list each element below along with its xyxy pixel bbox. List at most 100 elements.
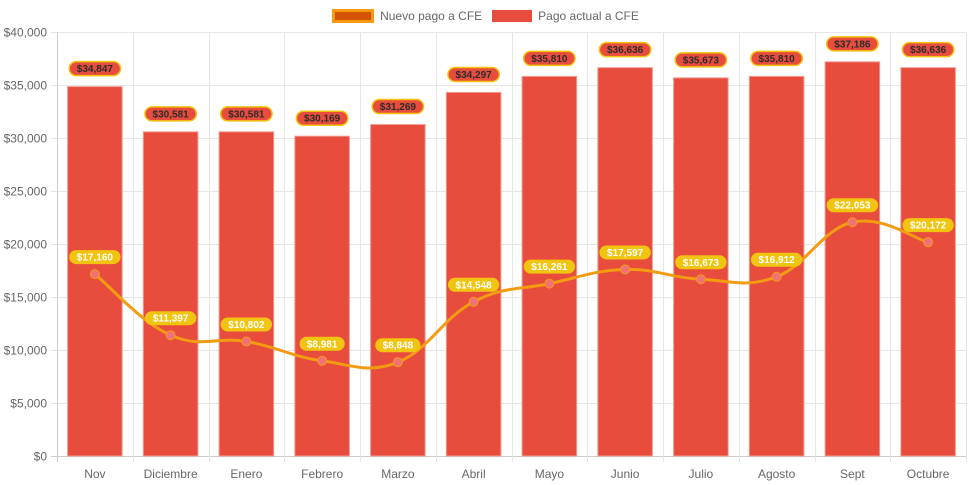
bar-data-label-bg xyxy=(371,98,425,115)
line-data-label: $22,053 xyxy=(834,201,871,212)
bar-data-label-bg xyxy=(68,60,122,77)
line-data-label-bg xyxy=(523,259,576,274)
bar-data-label: $30,581 xyxy=(228,109,265,120)
line-data-label: $8,848 xyxy=(383,341,414,352)
line-point xyxy=(923,237,934,248)
bar-series xyxy=(67,61,956,457)
axes: $0 $5,000 $10,000 $15,000 $20,000 $25,000 $30,… xyxy=(4,26,950,482)
bar-data-label: $37,186 xyxy=(834,39,871,50)
line-data-label-bg xyxy=(826,198,879,213)
line-data-label-bg xyxy=(447,277,500,292)
line-point xyxy=(241,336,252,347)
bar-data-label-bg xyxy=(598,41,652,58)
x-tick-label: Octubre xyxy=(907,467,950,481)
line-data-label: $10,802 xyxy=(228,320,265,331)
line-data-label-bg xyxy=(750,252,803,267)
line-point xyxy=(89,269,100,280)
line-data-label: $11,397 xyxy=(153,314,189,325)
line-data-label: $14,548 xyxy=(456,280,493,291)
y-tick-label: $0 xyxy=(34,450,48,464)
legend-label: Pago actual a CFE xyxy=(538,9,639,23)
line-point xyxy=(847,217,858,228)
bar-data-label: $36,636 xyxy=(607,45,644,56)
bar xyxy=(900,67,956,457)
x-tick-label: Marzo xyxy=(381,467,415,481)
line-data-label-bg xyxy=(69,250,121,265)
line-series xyxy=(89,217,934,370)
x-tick-label: Enero xyxy=(230,467,262,481)
bar xyxy=(142,131,199,457)
legend-swatch-bar xyxy=(492,10,533,22)
bar-data-label-bg xyxy=(144,106,198,122)
y-tick-label: $30,000 xyxy=(4,132,48,146)
chart-legend: Nuevo pago a CFE Pago actual a CFE xyxy=(0,6,971,26)
bar-data-label-bg xyxy=(750,50,804,67)
y-tick-label: $40,000 xyxy=(4,26,48,40)
bar-data-label: $30,169 xyxy=(304,114,341,125)
bar-data-label-bg xyxy=(901,41,955,58)
line-data-label-bg xyxy=(144,311,197,326)
line-point xyxy=(468,296,479,307)
x-tick-label: Diciembre xyxy=(144,467,198,481)
x-tick-label: Julio xyxy=(689,467,714,481)
y-tick-label: $10,000 xyxy=(4,344,48,358)
bar xyxy=(294,135,350,457)
y-tick-label: $25,000 xyxy=(4,185,48,199)
legend-swatch-line xyxy=(332,9,375,23)
line-data-label: $16,261 xyxy=(531,262,568,273)
x-tick-label: Abril xyxy=(462,467,486,481)
line-data-label-bg xyxy=(902,218,954,233)
line-data-label-bg xyxy=(599,245,651,260)
line-point xyxy=(317,355,328,366)
bar xyxy=(824,61,881,457)
legend-item-nuevo-pago[interactable]: Nuevo pago a CFE xyxy=(332,9,482,23)
line-data-label: $16,673 xyxy=(683,258,720,269)
legend-item-pago-actual[interactable]: Pago actual a CFE xyxy=(492,9,639,23)
line-data-label: $16,912 xyxy=(759,255,796,266)
bar-data-label-bg xyxy=(219,106,273,122)
bar-data-label-bg xyxy=(825,36,879,52)
line-data-label: $20,172 xyxy=(910,221,947,232)
bar-data-label: $35,810 xyxy=(759,54,796,65)
line-data-label-bg xyxy=(675,255,727,270)
x-tick-label: Nov xyxy=(84,467,105,481)
line-data-label-bg xyxy=(220,317,273,332)
x-tick-label: Agosto xyxy=(758,467,796,481)
bar xyxy=(445,91,502,457)
line-point xyxy=(771,271,782,282)
line-point xyxy=(165,330,176,341)
bar xyxy=(597,67,653,457)
bar xyxy=(370,124,426,457)
y-tick-label: $5,000 xyxy=(10,397,47,411)
bar-data-label: $31,269 xyxy=(380,102,417,113)
bar-data-label: $35,810 xyxy=(531,54,568,65)
x-tick-label: Sept xyxy=(840,467,865,481)
bar-data-label-bg xyxy=(295,110,349,126)
x-tick-label: Mayo xyxy=(535,467,565,481)
line-point xyxy=(620,264,631,275)
grid-lines xyxy=(51,32,967,462)
bar-data-label: $34,847 xyxy=(77,64,114,75)
bar-data-label-bg xyxy=(447,66,501,83)
bar-data-label-bg xyxy=(522,50,576,67)
line-point xyxy=(392,357,403,368)
legend-label: Nuevo pago a CFE xyxy=(380,9,483,23)
bar xyxy=(218,131,275,457)
line-data-label: $17,160 xyxy=(77,253,114,264)
x-tick-label: Junio xyxy=(611,467,640,481)
line-point xyxy=(695,274,706,285)
data-labels: $34,847 $30,581 $30,581 $30,169 $31,269 $34,2… xyxy=(68,36,955,353)
line-point xyxy=(544,278,555,289)
y-tick-label: $35,000 xyxy=(4,79,48,93)
y-tick-label: $15,000 xyxy=(4,291,48,305)
bar-data-label: $35,673 xyxy=(683,55,720,66)
line-data-label-bg xyxy=(299,336,345,351)
bar-data-label: $36,636 xyxy=(910,45,947,56)
bar-data-label: $30,581 xyxy=(153,109,190,120)
bar-data-label: $34,297 xyxy=(456,70,493,81)
line-data-label: $17,597 xyxy=(607,248,644,259)
y-tick-label: $20,000 xyxy=(4,238,48,252)
bar-data-label-bg xyxy=(674,52,728,68)
line-data-label: $8,981 xyxy=(307,339,338,350)
